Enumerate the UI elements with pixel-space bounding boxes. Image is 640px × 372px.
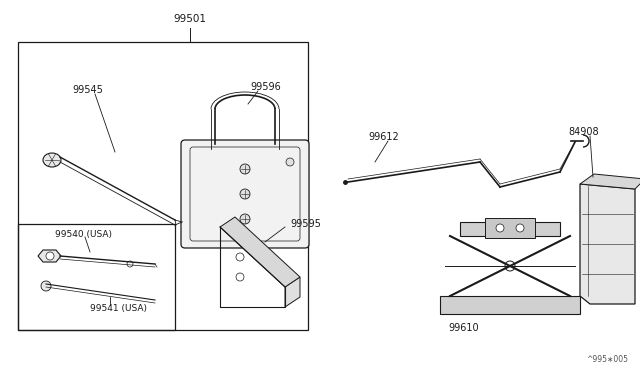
Bar [485, 218, 535, 238]
Circle shape [240, 189, 250, 199]
Polygon shape [580, 184, 635, 304]
Polygon shape [38, 250, 61, 262]
Circle shape [236, 253, 244, 261]
Circle shape [127, 261, 133, 267]
Circle shape [46, 252, 54, 260]
Text: 99596: 99596 [250, 82, 281, 92]
Polygon shape [220, 217, 300, 287]
Text: 99612: 99612 [368, 132, 399, 142]
Circle shape [516, 224, 524, 232]
Circle shape [496, 224, 504, 232]
Text: 99545: 99545 [72, 85, 103, 95]
Bar [18, 42, 308, 330]
Text: 99595: 99595 [290, 219, 321, 229]
Bar [18, 224, 175, 330]
Text: 84908: 84908 [568, 127, 598, 137]
Circle shape [240, 214, 250, 224]
Bar [440, 296, 580, 314]
Circle shape [240, 164, 250, 174]
Text: 99541 (USA): 99541 (USA) [90, 305, 147, 314]
Text: 99540 (USA): 99540 (USA) [55, 230, 112, 238]
Text: ^995∗005: ^995∗005 [586, 355, 628, 364]
Circle shape [236, 273, 244, 281]
Text: 99501: 99501 [173, 14, 207, 24]
Bar [460, 222, 560, 236]
Text: 99610: 99610 [448, 323, 479, 333]
Ellipse shape [43, 153, 61, 167]
Polygon shape [580, 174, 640, 189]
FancyBboxPatch shape [181, 140, 309, 248]
Circle shape [41, 281, 51, 291]
Circle shape [505, 261, 515, 271]
Polygon shape [285, 277, 300, 307]
Circle shape [286, 158, 294, 166]
